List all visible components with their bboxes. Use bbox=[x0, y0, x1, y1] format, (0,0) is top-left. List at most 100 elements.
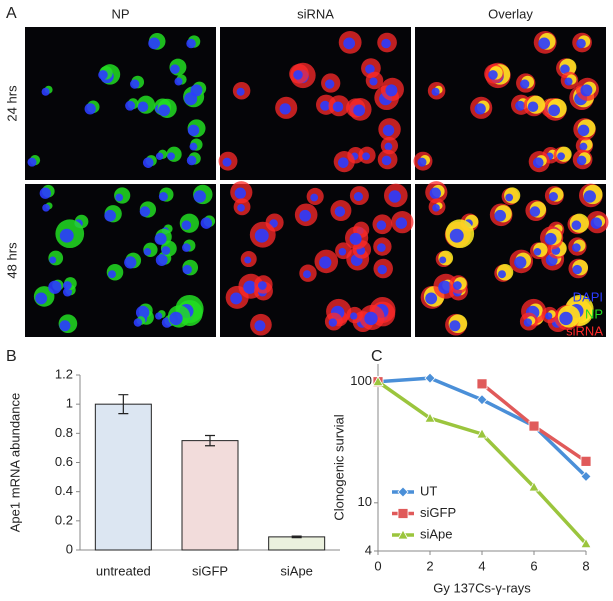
nucleus bbox=[135, 305, 150, 320]
legend-marker bbox=[397, 486, 409, 498]
micrograph bbox=[413, 27, 606, 180]
legend-marker bbox=[397, 529, 409, 540]
nucleus bbox=[258, 281, 267, 290]
y-tick-label: 1 bbox=[66, 396, 73, 411]
nucleus bbox=[236, 87, 245, 96]
nucleus bbox=[325, 79, 335, 89]
nucleus bbox=[222, 157, 232, 167]
nucleus bbox=[332, 101, 344, 112]
nucleus bbox=[115, 193, 124, 202]
nucleus bbox=[353, 104, 366, 117]
point bbox=[528, 481, 540, 492]
nucleus bbox=[417, 157, 427, 167]
bar bbox=[268, 536, 326, 551]
y-tick-label: 0.6 bbox=[55, 454, 73, 469]
nucleus bbox=[365, 64, 375, 74]
nucleus bbox=[338, 248, 347, 256]
nucleus bbox=[181, 220, 192, 231]
nucleus bbox=[337, 157, 349, 168]
nucleus bbox=[576, 38, 586, 49]
nucleus bbox=[237, 204, 245, 212]
nucleus bbox=[384, 142, 393, 151]
nucleus bbox=[187, 124, 200, 137]
nucleus bbox=[59, 228, 74, 243]
nucleus bbox=[362, 152, 370, 161]
nucleus bbox=[190, 84, 203, 97]
nucleus bbox=[343, 37, 356, 50]
point bbox=[372, 375, 384, 387]
nucleus bbox=[310, 193, 319, 202]
nucleus bbox=[303, 270, 311, 279]
nucleus bbox=[449, 228, 464, 243]
micrograph bbox=[25, 184, 216, 337]
row-header: 48 hrs bbox=[4, 242, 19, 279]
row-header: 24 hrs bbox=[4, 85, 19, 122]
point bbox=[528, 420, 540, 432]
nucleus bbox=[39, 187, 51, 199]
nucleus bbox=[350, 312, 358, 320]
nucleus bbox=[449, 320, 461, 332]
error-bar bbox=[291, 535, 302, 539]
nucleus bbox=[133, 318, 143, 327]
nucleus bbox=[520, 79, 530, 89]
nucleus bbox=[385, 84, 398, 97]
nucleus bbox=[167, 152, 175, 161]
nucleus bbox=[538, 37, 551, 50]
nucleus bbox=[572, 264, 582, 275]
nucleus bbox=[319, 256, 332, 269]
nucleus bbox=[545, 312, 553, 320]
error-bar bbox=[205, 434, 215, 447]
nucleus bbox=[299, 209, 311, 222]
nucleus bbox=[559, 311, 573, 326]
bar bbox=[94, 403, 152, 551]
nucleus bbox=[62, 287, 73, 297]
nucleus bbox=[139, 206, 151, 217]
nucleus bbox=[186, 38, 196, 49]
x-tick-label: untreated bbox=[96, 563, 151, 578]
micrograph-background bbox=[25, 27, 216, 180]
nucleus bbox=[254, 228, 269, 243]
column-header: NP bbox=[111, 6, 129, 21]
nucleus bbox=[293, 70, 303, 80]
nucleus bbox=[169, 311, 183, 326]
nucleus bbox=[377, 243, 386, 252]
x-tick-label: siApe bbox=[280, 563, 313, 578]
point bbox=[424, 412, 436, 423]
nucleus bbox=[130, 79, 140, 89]
nucleus bbox=[148, 37, 161, 50]
nucleus bbox=[527, 101, 539, 112]
nucleus bbox=[189, 142, 198, 151]
nucleus bbox=[381, 155, 392, 166]
nucleus bbox=[515, 100, 526, 111]
micrograph bbox=[218, 27, 411, 180]
panel-label: A bbox=[6, 5, 17, 22]
nucleus bbox=[376, 220, 387, 231]
y-tick-label: 0 bbox=[66, 541, 73, 556]
nucleus bbox=[576, 155, 587, 166]
nucleus bbox=[353, 192, 363, 202]
nucleus bbox=[505, 193, 514, 202]
nucleus bbox=[364, 311, 378, 326]
nucleus bbox=[533, 248, 542, 256]
nucleus bbox=[254, 320, 266, 332]
y-tick-label: 1.2 bbox=[55, 366, 73, 381]
point bbox=[424, 372, 436, 384]
nucleus bbox=[158, 192, 168, 202]
nucleus bbox=[170, 64, 180, 74]
nucleus bbox=[230, 292, 243, 305]
nucleus bbox=[98, 70, 108, 80]
nucleus bbox=[571, 220, 582, 231]
series-line bbox=[376, 380, 588, 545]
nucleus bbox=[174, 77, 183, 86]
nucleus bbox=[529, 206, 541, 217]
legend-label: DAPI bbox=[573, 289, 603, 304]
nucleus bbox=[143, 248, 152, 256]
nucleus bbox=[182, 243, 191, 252]
nucleus bbox=[125, 100, 136, 111]
nucleus bbox=[580, 84, 593, 97]
nucleus bbox=[548, 192, 558, 202]
nucleus bbox=[494, 209, 506, 222]
nucleus bbox=[161, 246, 171, 255]
micrograph bbox=[25, 27, 216, 180]
x-axis-label: Gy 137Cs-γ-rays bbox=[433, 580, 531, 595]
